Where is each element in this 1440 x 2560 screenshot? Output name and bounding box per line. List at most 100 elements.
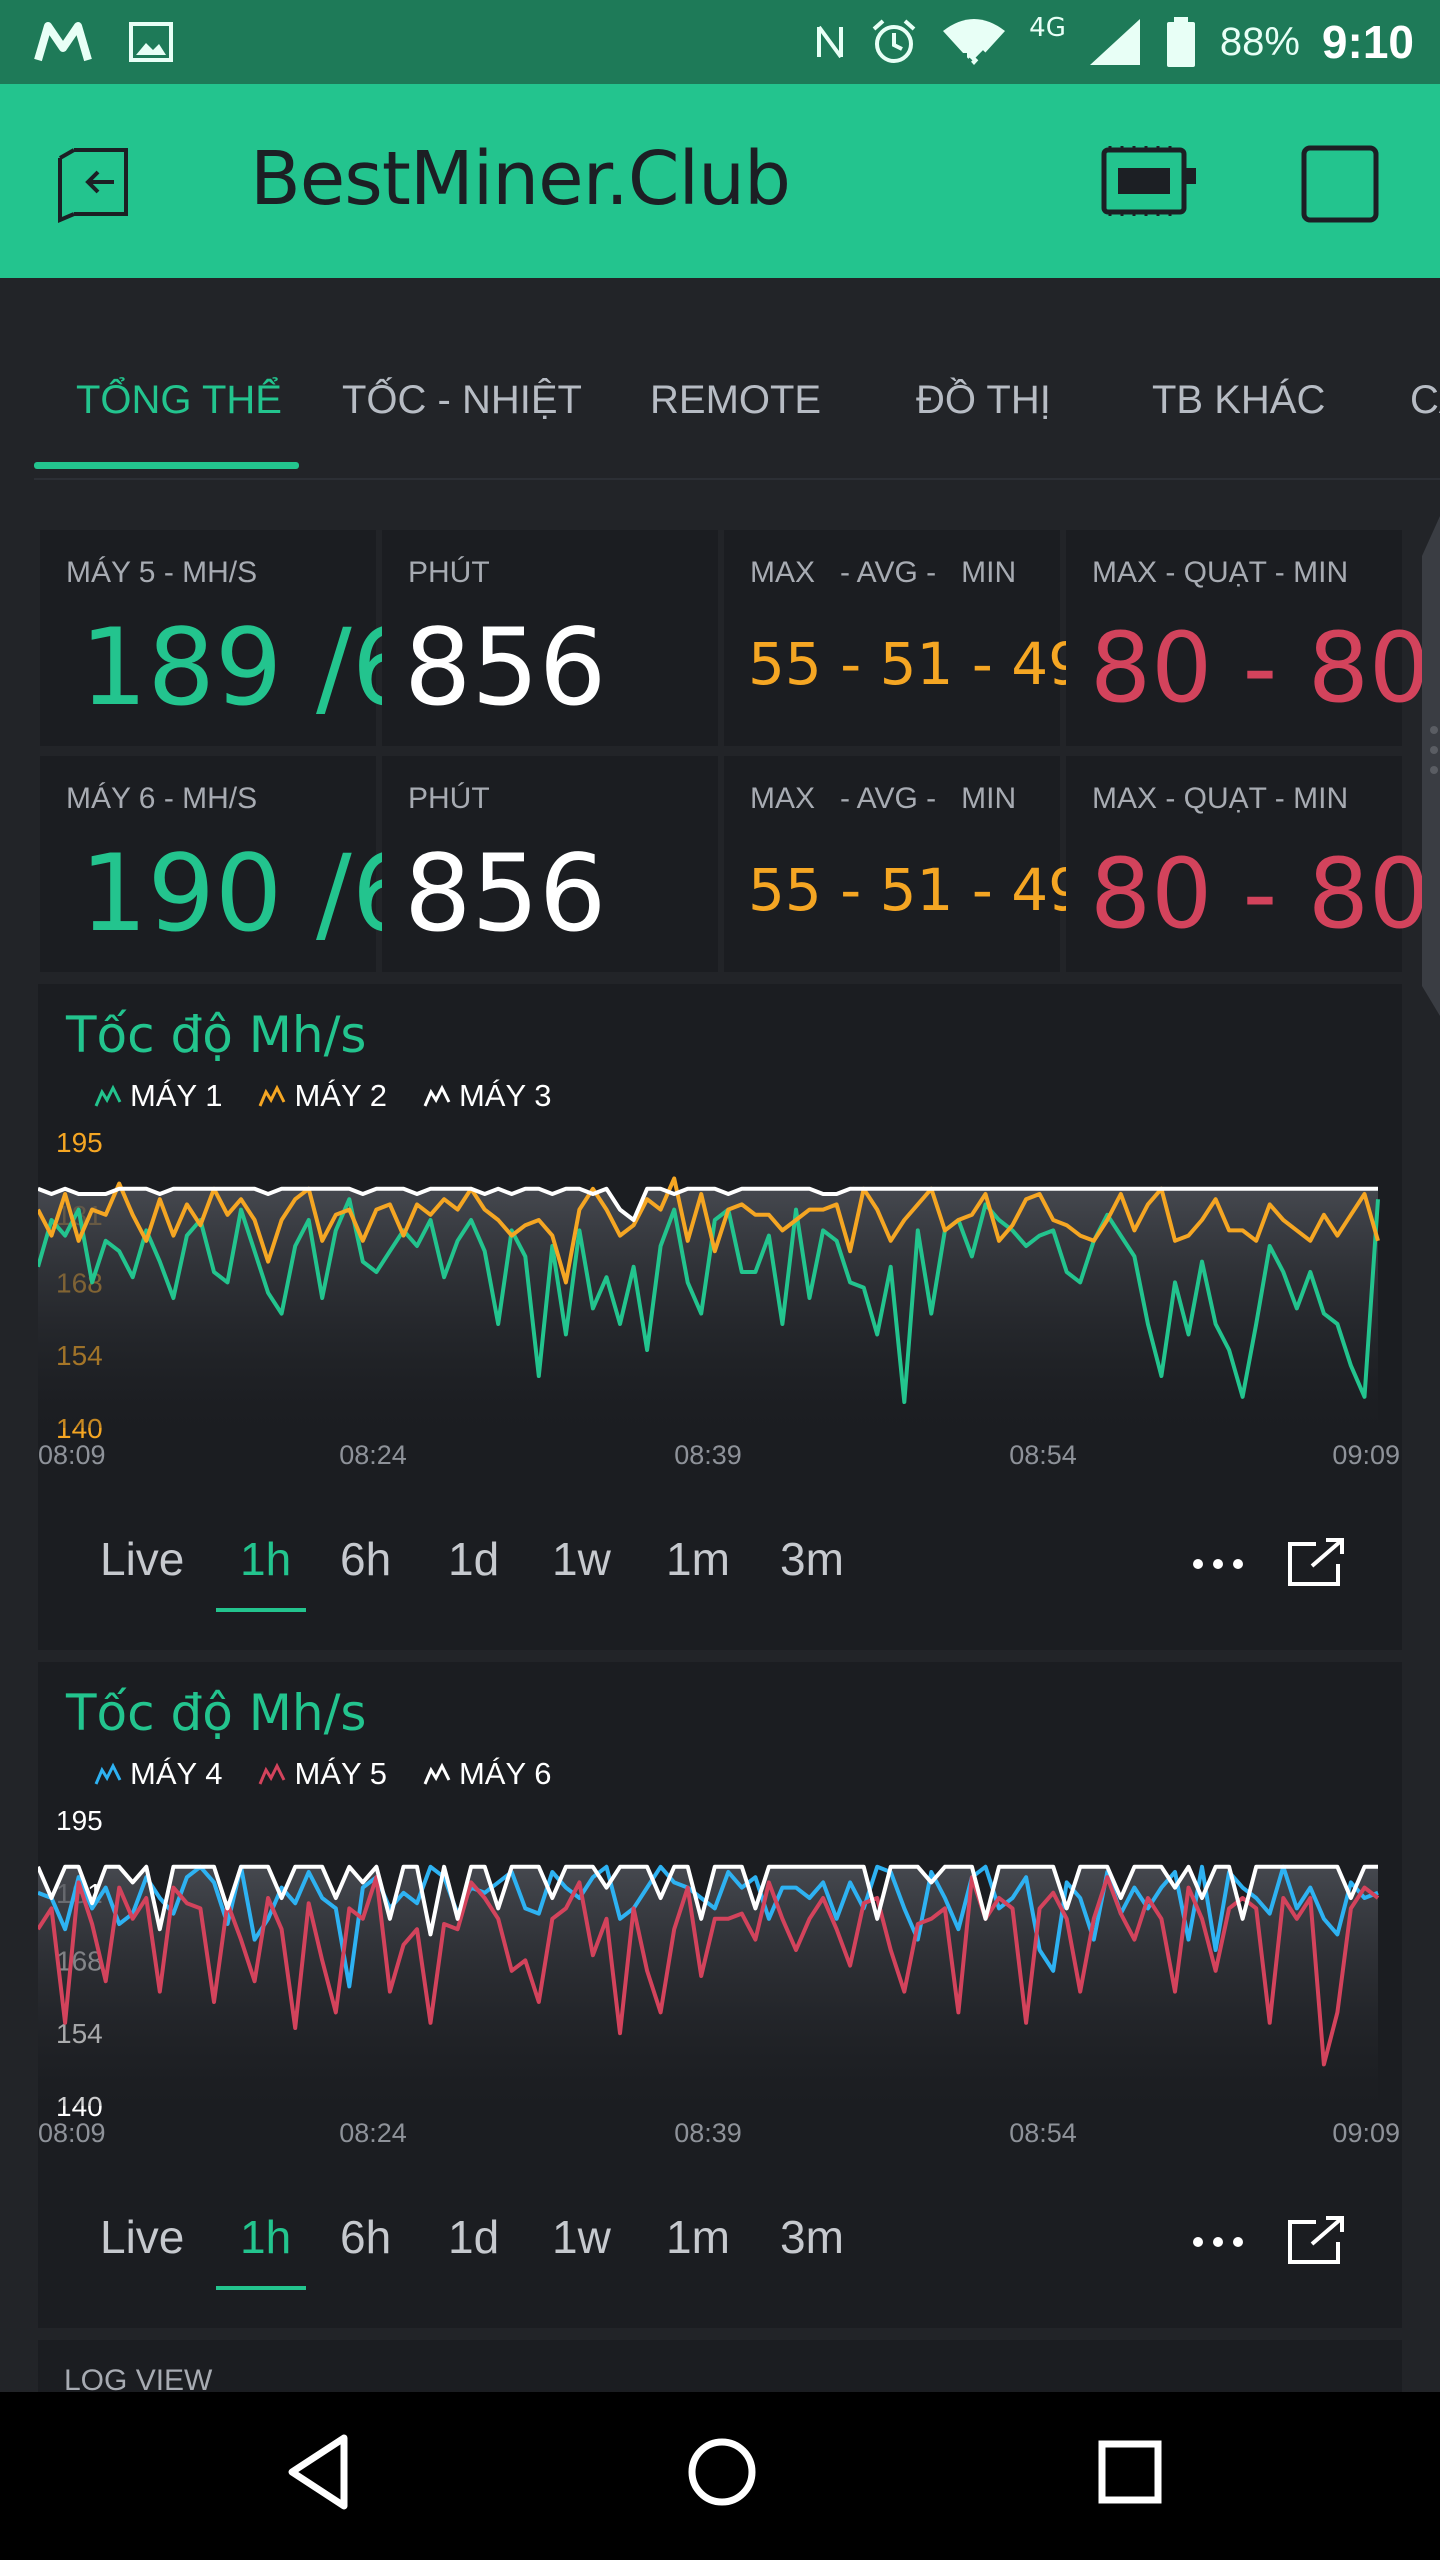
- range-1h[interactable]: 1h: [240, 2211, 292, 2263]
- tile-label: MAX - AVG - MIN: [750, 782, 1017, 815]
- fullscreen-icon[interactable]: [1286, 1536, 1348, 1590]
- tab-ca[interactable]: CA: [1410, 378, 1440, 422]
- alarm-icon: [872, 19, 916, 63]
- tile-value: 856: [404, 832, 607, 955]
- range-6h[interactable]: 6h: [340, 2211, 392, 2263]
- x-tick-label: 08:54: [1009, 1440, 1077, 1470]
- square-icon[interactable]: [1300, 144, 1380, 224]
- x-tick-label: 09:09: [1332, 2118, 1400, 2148]
- x-tick-label: 08:09: [38, 1440, 106, 1470]
- chart-area-fill: [38, 1188, 1378, 1428]
- status-bar: 4G 88% 9:10: [0, 0, 1440, 84]
- range-1m[interactable]: 1m: [666, 1533, 730, 1585]
- tile-value: 80 - 80: [1090, 838, 1430, 950]
- recents-icon[interactable]: [1092, 2430, 1168, 2514]
- tile-may6-temperature[interactable]: MAX - AVG - MIN 55 - 51 - 49: [724, 756, 1085, 972]
- log-view-label: LOG VIEW: [64, 2364, 213, 2397]
- legend-item[interactable]: MÁY 2: [258, 1078, 387, 1114]
- wifi-icon: [943, 19, 1006, 67]
- tabs-divider: [34, 478, 1440, 480]
- range-1m[interactable]: 1m: [666, 2211, 730, 2263]
- tile-label: MAX - QUẠT - MIN: [1092, 782, 1349, 815]
- active-tab-indicator: [34, 462, 299, 469]
- x-tick-label: 08:24: [339, 2118, 407, 2148]
- time-range-selector: Live 1h 6h 1d 1w 1m 3m: [38, 1514, 1402, 1624]
- tab-tb-khac[interactable]: TB KHÁC: [1152, 378, 1326, 422]
- tile-value: 856: [404, 606, 607, 729]
- range-6h[interactable]: 6h: [340, 1533, 392, 1585]
- range-3m[interactable]: 3m: [780, 1533, 844, 1585]
- x-tick-label: 08:09: [38, 2118, 106, 2148]
- legend-item[interactable]: MÁY 6: [423, 1756, 551, 1792]
- more-icon[interactable]: [1190, 1554, 1246, 1574]
- legend-line-icon: [423, 1762, 451, 1785]
- series-line: [38, 1176, 1380, 1285]
- range-1h[interactable]: 1h: [240, 1533, 292, 1585]
- more-icon[interactable]: [1190, 2232, 1246, 2252]
- range-1d[interactable]: 1d: [448, 2211, 500, 2263]
- tile-may5-hashrate[interactable]: MÁY 5 - MH/S 189 /6: [40, 530, 419, 746]
- y-tick-label: 195: [56, 1127, 103, 1158]
- x-tick-label: 08:54: [1009, 2118, 1077, 2148]
- range-underline: [216, 1608, 306, 1612]
- fullscreen-icon[interactable]: [1286, 2214, 1348, 2268]
- app-bar: BestMiner.Club: [0, 84, 1440, 278]
- clock: 9:10: [1321, 16, 1414, 68]
- legend-item[interactable]: MÁY 3: [423, 1078, 551, 1114]
- y-tick-label: 195: [56, 1805, 103, 1836]
- nfc-icon: [817, 25, 844, 59]
- range-3m[interactable]: 3m: [780, 2211, 844, 2263]
- chart-legend: MÁY 1 MÁY 2 MÁY 3: [94, 1078, 551, 1114]
- tile-may6-minutes[interactable]: PHÚT 856: [382, 756, 718, 972]
- home-icon[interactable]: [684, 2430, 760, 2514]
- tile-may5-minutes[interactable]: PHÚT 856: [382, 530, 718, 746]
- exit-icon[interactable]: [54, 140, 140, 224]
- x-tick-label: 08:24: [339, 1440, 407, 1470]
- series-line: [38, 1186, 1378, 1222]
- legend-item[interactable]: MÁY 4: [94, 1756, 222, 1792]
- back-icon[interactable]: [282, 2430, 354, 2514]
- chart-card-1: Tốc độ Mh/s MÁY 1 MÁY 2 MÁY 3 1951811681…: [38, 984, 1402, 1650]
- device-icon[interactable]: [1100, 144, 1200, 218]
- scroll-edge-indicator: [1422, 516, 1440, 1016]
- series-line: [38, 1864, 1378, 1937]
- x-tick-label: 09:09: [1332, 1440, 1400, 1470]
- legend-label: MÁY 3: [458, 1078, 552, 1113]
- legend-line-icon: [423, 1084, 451, 1107]
- tile-may5-temperature[interactable]: MAX - AVG - MIN 55 - 51 - 49: [724, 530, 1085, 746]
- range-1d[interactable]: 1d: [448, 1533, 500, 1585]
- tile-label: MAX - AVG - MIN: [750, 556, 1017, 589]
- tile-label: MAX - QUẠT - MIN: [1092, 556, 1349, 589]
- tab-remote[interactable]: REMOTE: [650, 378, 822, 422]
- range-live[interactable]: Live: [100, 1533, 185, 1585]
- gmail-m-icon: [34, 22, 92, 62]
- chart-title: Tốc độ Mh/s: [66, 1684, 367, 1742]
- range-live[interactable]: Live: [100, 2211, 185, 2263]
- app-title: BestMiner.Club: [250, 136, 791, 222]
- network-type: 4G: [1029, 13, 1066, 43]
- tile-may6-fan[interactable]: MAX - QUẠT - MIN 80 - 80: [1066, 756, 1430, 972]
- legend-item[interactable]: MÁY 5: [258, 1756, 387, 1792]
- series-line: [38, 1875, 1380, 2067]
- navigation-bar: [0, 2392, 1440, 2560]
- legend-line-icon: [259, 1084, 286, 1107]
- battery-icon: [1166, 17, 1195, 67]
- legend-label: MÁY 4: [130, 1756, 223, 1791]
- tile-value: 55 - 51 - 49: [748, 630, 1086, 698]
- range-1w[interactable]: 1w: [552, 1533, 611, 1585]
- tab-tong-the[interactable]: TỔNG THỂ: [76, 378, 282, 422]
- tile-may5-fan[interactable]: MAX - QUẠT - MIN 80 - 80: [1066, 530, 1430, 746]
- tile-may6-hashrate[interactable]: MÁY 6 - MH/S 190 /6: [40, 756, 419, 972]
- range-1w[interactable]: 1w: [552, 2211, 611, 2263]
- tile-value: 80 - 80: [1090, 612, 1430, 724]
- legend-item[interactable]: MÁY 1: [94, 1078, 222, 1114]
- battery-percent: 88%: [1219, 19, 1300, 64]
- signal-icon: [1089, 19, 1140, 65]
- range-underline: [216, 2286, 306, 2290]
- tile-value: 55 - 51 - 49: [748, 856, 1086, 924]
- tile-label: MÁY 5 - MH/S: [66, 556, 258, 589]
- tab-do-thi[interactable]: ĐỒ THỊ: [916, 378, 1051, 422]
- tab-toc-nhiet[interactable]: TỐC - NHIỆT: [342, 378, 582, 422]
